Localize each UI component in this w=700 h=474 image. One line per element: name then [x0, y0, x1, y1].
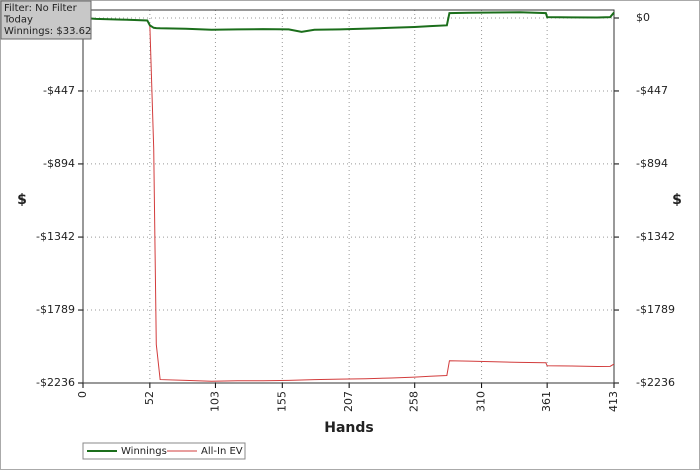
x-axis-label: Hands [324, 420, 374, 436]
legend-label: All-In EV [201, 446, 243, 457]
x-tick-label: 310 [475, 391, 488, 412]
y-tick-label-right: -$1342 [636, 230, 675, 243]
y-tick-label: -$2236 [36, 376, 75, 389]
y-tick-label: -$447 [43, 84, 75, 97]
x-tick-label: 361 [540, 391, 553, 412]
x-tick-label: 52 [143, 391, 156, 405]
info-text: Filter: No Filter [4, 3, 78, 14]
y-tick-label: -$1789 [36, 303, 75, 316]
x-tick-label: 155 [275, 391, 288, 412]
y-tick-label-right: -$1789 [636, 303, 675, 316]
y-tick-label: -$894 [43, 157, 75, 170]
x-tick-label: 258 [408, 391, 421, 412]
x-tick-label: 103 [208, 391, 221, 412]
y-tick-label-right: -$894 [636, 157, 668, 170]
x-tick-label: 207 [342, 391, 355, 412]
x-tick-label: 0 [76, 391, 89, 398]
x-tick-label: 413 [607, 391, 620, 412]
y-tick-label: -$1342 [36, 230, 75, 243]
data-line [82, 11, 615, 33]
y-axis-label-right: $ [672, 192, 682, 208]
y-axis-label: $ [17, 192, 27, 208]
legend-label: Winnings [121, 446, 167, 457]
y-tick-label-right: $0 [636, 11, 650, 24]
info-text: Today [3, 15, 33, 26]
legend-box [82, 442, 246, 460]
y-tick-label-right: -$447 [636, 84, 668, 97]
info-text: Winnings: $33.62 [4, 26, 91, 37]
info-box [0, 0, 92, 40]
y-tick-label-right: -$2236 [636, 376, 675, 389]
plot-border [82, 9, 615, 384]
